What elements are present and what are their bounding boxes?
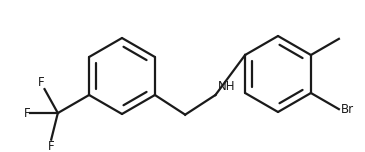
Text: F: F <box>24 107 30 120</box>
Text: Br: Br <box>341 103 354 116</box>
Text: NH: NH <box>218 80 235 93</box>
Text: F: F <box>38 76 45 89</box>
Text: F: F <box>48 140 54 152</box>
